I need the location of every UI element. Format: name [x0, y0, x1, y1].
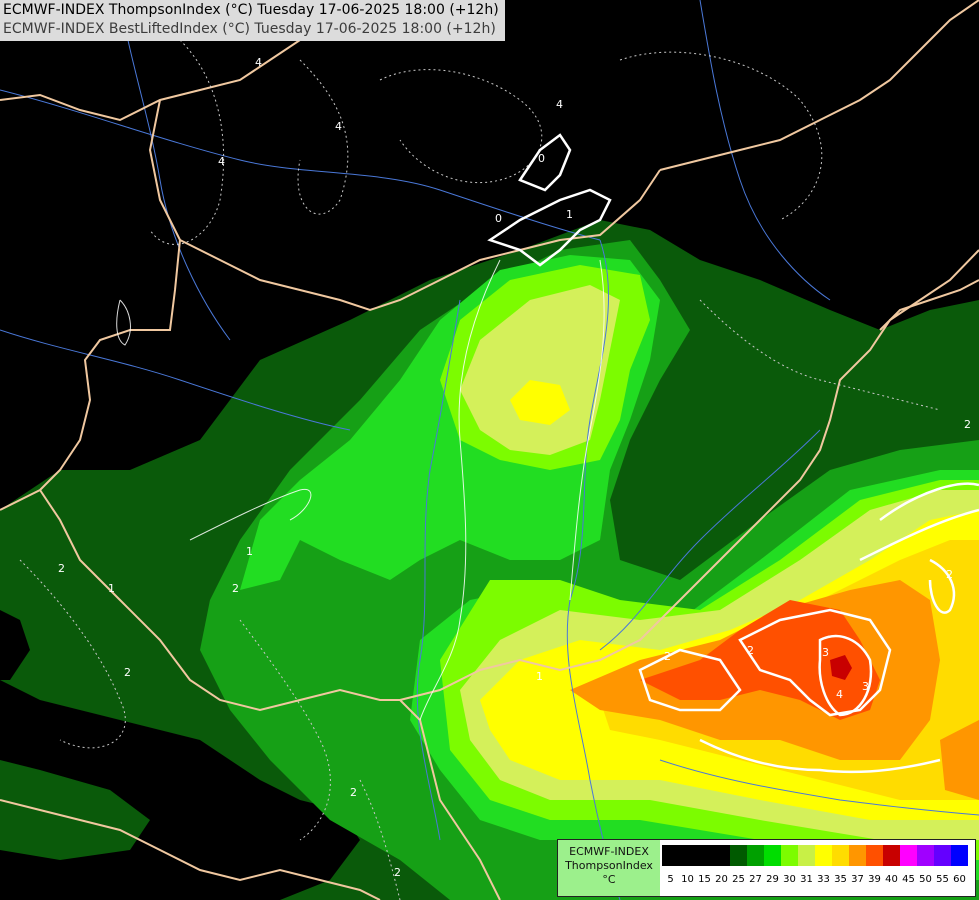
legend-swatch [934, 845, 951, 866]
legend-swatch [679, 845, 696, 866]
contour-label: 0 [495, 212, 502, 225]
legend-swatch [883, 845, 900, 866]
legend-swatch [866, 845, 883, 866]
legend-swatch [696, 845, 713, 866]
contour-label: 2 [124, 666, 131, 679]
thompson-39-area [640, 600, 880, 720]
legend-swatch [713, 845, 730, 866]
legend-tick: 30 [783, 874, 796, 885]
title-best-lifted-index: ECMWF-INDEX BestLiftedIndex (°C) Tuesday… [3, 21, 496, 37]
contour-label: 1 [108, 582, 115, 595]
contour-label: 2 [946, 568, 953, 581]
contour-label: 1 [566, 208, 573, 221]
legend-label: ECMWF-INDEX ThompsonIndex °C [558, 840, 660, 896]
legend-tick: 31 [800, 874, 813, 885]
legend-swatch [798, 845, 815, 866]
dotted-contours [19, 39, 941, 900]
legend-swatch [662, 845, 679, 866]
legend-tick: 29 [766, 874, 779, 885]
thompson-40-area [830, 655, 852, 680]
legend-tick: 45 [902, 874, 915, 885]
legend-swatch [917, 845, 934, 866]
legend-title: ECMWF-INDEX [569, 845, 649, 858]
map-title: ECMWF-INDEX ThompsonIndex (°C) Tuesday 1… [0, 0, 505, 41]
thin-white-contours [116, 259, 605, 721]
contour-label: 4 [335, 120, 342, 133]
legend-unit: °C [602, 873, 616, 886]
title-thompson-index: ECMWF-INDEX ThompsonIndex (°C) Tuesday 1… [3, 2, 499, 18]
contour-label: 2 [394, 866, 401, 879]
legend-tick: 20 [715, 874, 728, 885]
color-legend: ECMWF-INDEX ThompsonIndex °C 5 10 15 20 25 27… [557, 839, 976, 897]
legend-tick: 10 [681, 874, 694, 885]
legend-tick: 37 [851, 874, 864, 885]
contour-label: 4 [255, 56, 262, 69]
legend-swatch [832, 845, 849, 866]
legend-swatch [781, 845, 798, 866]
legend-tick: 60 [953, 874, 966, 885]
contour-label: 0 [538, 152, 545, 165]
legend-tick: 25 [732, 874, 745, 885]
contour-label: 1 [536, 670, 543, 683]
contour-label: 2 [58, 562, 65, 575]
legend-tick: 27 [749, 874, 762, 885]
contour-label: 3 [862, 680, 869, 693]
black-patch-sw [0, 680, 360, 900]
legend-tick: 5 [667, 874, 674, 885]
legend-tick: 50 [919, 874, 932, 885]
legend-tick: 33 [817, 874, 830, 885]
contour-label: 2 [964, 418, 971, 431]
legend-ticks: 5 10 15 20 25 27 29 30 31 33 35 37 39 40 45 50 55 60 [662, 874, 968, 885]
contour-label: 3 [822, 646, 829, 659]
contour-label: 2 [747, 644, 754, 657]
legend-field: ThompsonIndex [565, 859, 653, 872]
white-contours [487, 133, 979, 774]
legend-swatch [951, 845, 968, 866]
contour-labels: 4 4 4 0 4 0 1 2 1 2 2 2 2 2 2 3 3 4 2 2 … [58, 56, 971, 879]
legend-swatch [815, 845, 832, 866]
legend-tick: 40 [885, 874, 898, 885]
legend-tick: 15 [698, 874, 711, 885]
legend-tick: 55 [936, 874, 949, 885]
legend-swatch [900, 845, 917, 866]
black-patch-w [0, 610, 30, 680]
legend-tick: 35 [834, 874, 847, 885]
contour-label: 1 [246, 545, 253, 558]
legend-swatch [730, 845, 747, 866]
legend-swatch [764, 845, 781, 866]
legend-swatches [662, 845, 968, 866]
contour-label: 2 [664, 650, 671, 663]
contour-label: 4 [556, 98, 563, 111]
contour-label: 2 [350, 786, 357, 799]
legend-tick: 39 [868, 874, 881, 885]
legend-swatch [849, 845, 866, 866]
contour-label: 2 [232, 582, 239, 595]
contour-label: 4 [218, 155, 225, 168]
legend-swatch [747, 845, 764, 866]
contour-label: 4 [836, 688, 843, 701]
